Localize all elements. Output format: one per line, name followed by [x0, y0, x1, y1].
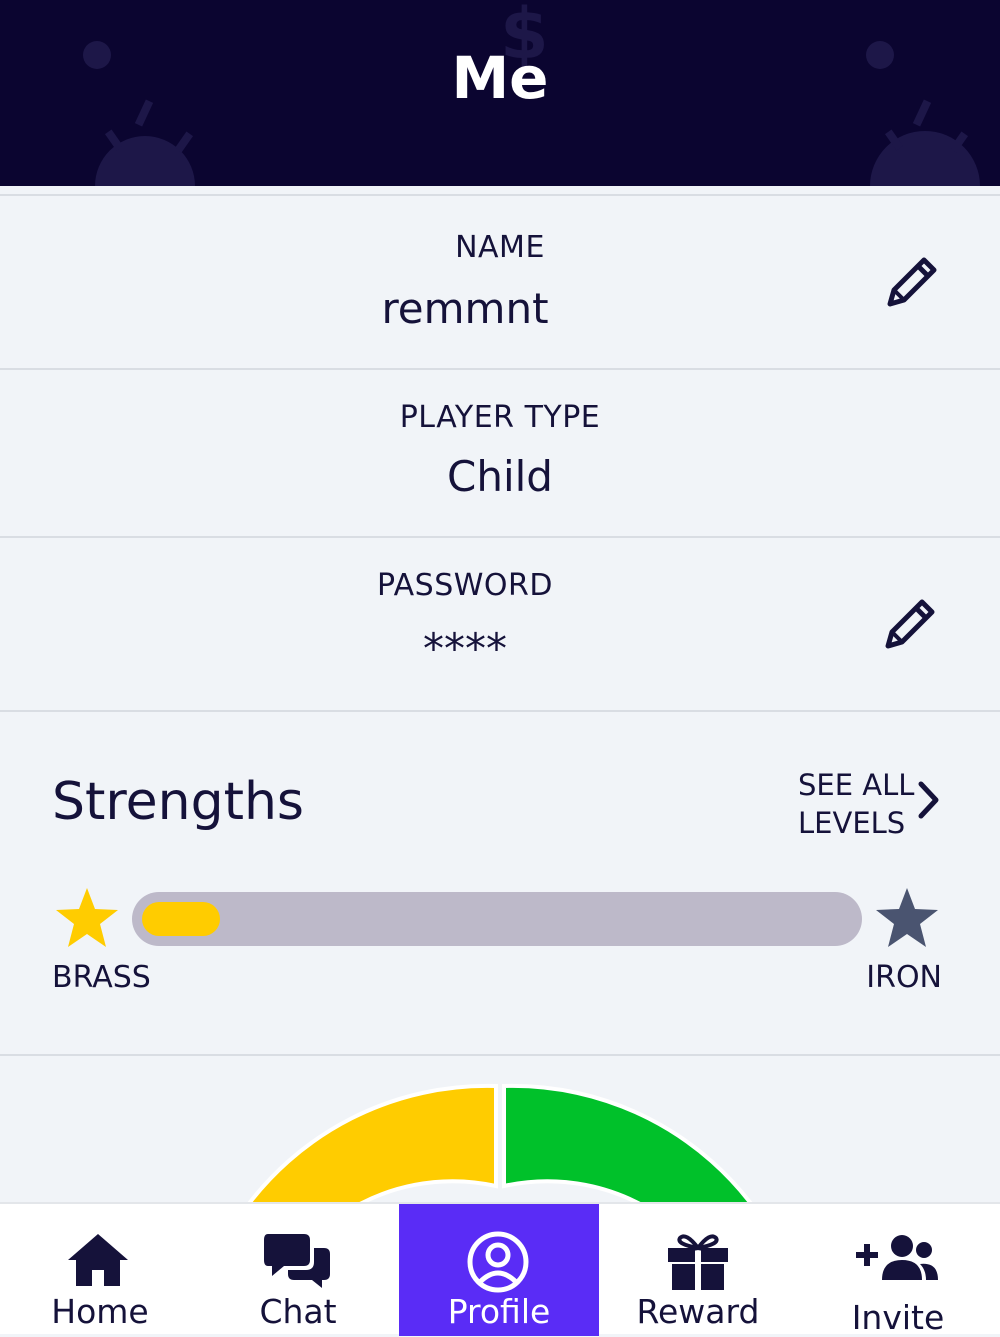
name-value: remmnt [381, 284, 549, 333]
iron-star-icon [876, 888, 938, 947]
see-all-line-1: SEE ALL [798, 768, 915, 802]
brass-star-icon [56, 888, 118, 947]
nav-reward[interactable]: Reward [598, 1204, 798, 1336]
nav-profile-label: Profile [447, 1292, 551, 1331]
next-level-label: IRON [866, 960, 942, 995]
pencil-icon [885, 599, 935, 649]
chevron-right-icon [918, 781, 939, 819]
player-type-label: PLAYER TYPE [399, 400, 601, 435]
strength-progress-bar [132, 892, 862, 946]
nav-chat[interactable]: Chat [198, 1204, 398, 1336]
page-title: Me [451, 44, 549, 112]
strength-gauge [247, 1083, 753, 1202]
strength-progress-fill [142, 902, 220, 936]
name-row: NAME remmnt [0, 194, 1000, 370]
player-type-row: PLAYER TYPE Child [0, 370, 1000, 538]
edit-name-button[interactable] [882, 252, 942, 312]
nav-invite[interactable]: Invite [798, 1204, 998, 1337]
nav-invite-label: Invite [851, 1298, 945, 1337]
nav-reward-label: Reward [636, 1292, 760, 1331]
svg-text:$: $ [500, 0, 549, 75]
name-label: NAME [455, 230, 545, 265]
nav-profile[interactable]: Profile [399, 1204, 599, 1336]
profile-content: NAME remmnt PLAYER TYPE Child PASSWORD *… [0, 186, 1000, 1202]
password-label: PASSWORD [376, 568, 553, 603]
home-icon [68, 1234, 128, 1286]
gauge-green-segment [502, 1083, 753, 1202]
chat-icon [264, 1234, 330, 1288]
coin-decoration-icon: $ [83, 0, 980, 186]
see-all-line-2: LEVELS [798, 806, 906, 840]
nav-home[interactable]: Home [0, 1204, 200, 1336]
strengths-title: Strengths [52, 772, 305, 832]
gift-icon [668, 1234, 728, 1290]
header-bar: $ Me [0, 0, 1000, 186]
current-level-label: BRASS [52, 960, 151, 995]
profile-icon [467, 1231, 529, 1293]
player-type-value: Child [447, 452, 553, 501]
password-row: PASSWORD **** [0, 538, 1000, 712]
gauge-yellow-segment [247, 1083, 498, 1202]
see-all-levels-label: SEE ALL LEVELS [798, 766, 918, 842]
nav-home-label: Home [51, 1292, 149, 1331]
see-all-levels-button[interactable]: SEE ALL LEVELS [798, 766, 958, 846]
strengths-section: Strengths SEE ALL LEVELS BRASS IRON [0, 710, 1000, 1056]
nav-chat-label: Chat [259, 1292, 337, 1331]
pencil-icon [887, 257, 937, 307]
edit-password-button[interactable] [880, 594, 940, 654]
password-value: **** [423, 624, 507, 673]
bottom-nav: Home Chat Profile Reward [0, 1202, 1000, 1337]
invite-icon [856, 1235, 938, 1280]
